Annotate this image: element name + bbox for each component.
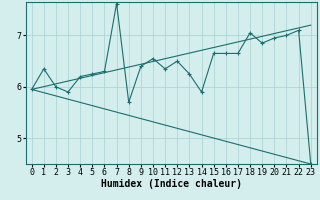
- X-axis label: Humidex (Indice chaleur): Humidex (Indice chaleur): [101, 179, 242, 189]
